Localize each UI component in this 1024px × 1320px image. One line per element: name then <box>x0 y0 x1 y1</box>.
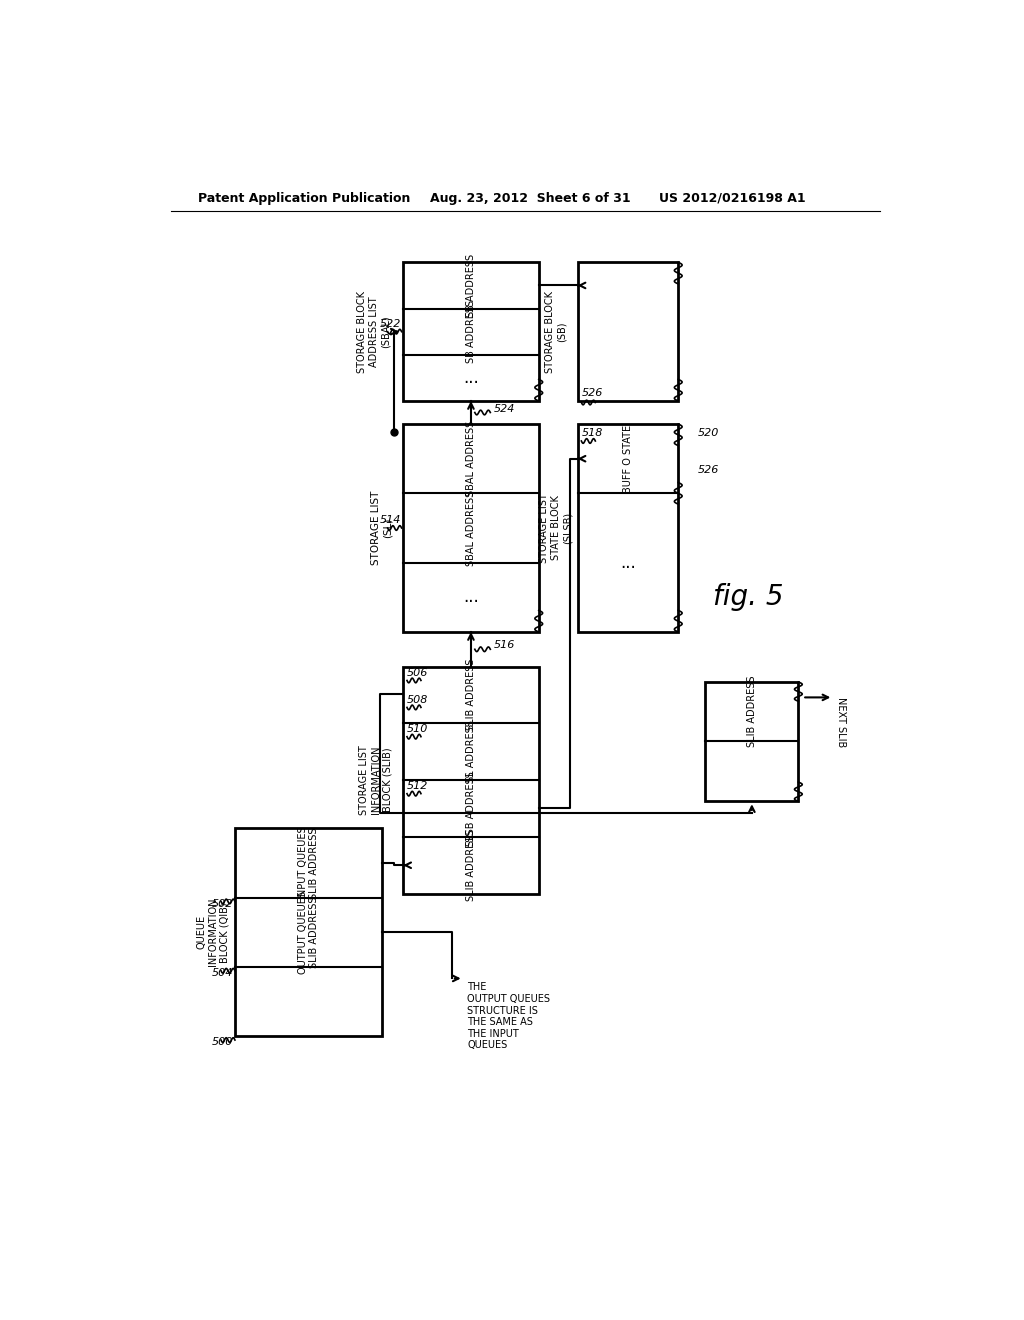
Text: QUEUE
INFORMATION
BLOCK (QIB): QUEUE INFORMATION BLOCK (QIB) <box>197 898 229 966</box>
Text: 520: 520 <box>697 428 719 438</box>
Text: 526: 526 <box>697 465 719 475</box>
Text: ...: ... <box>620 553 636 572</box>
Text: 522: 522 <box>380 319 401 329</box>
Text: 526: 526 <box>582 388 603 399</box>
Text: 518: 518 <box>582 428 603 438</box>
Text: SB ADDRESS: SB ADDRESS <box>466 300 476 363</box>
Text: 502: 502 <box>212 899 233 908</box>
Text: 514: 514 <box>380 515 401 525</box>
Text: SLIB ADDRESS: SLIB ADDRESS <box>746 676 757 747</box>
Text: STORAGE BLOCK
(SB): STORAGE BLOCK (SB) <box>545 290 566 372</box>
Text: STORAGE LIST
STATE BLOCK
(SLSB): STORAGE LIST STATE BLOCK (SLSB) <box>540 494 572 562</box>
Text: 510: 510 <box>407 723 428 734</box>
Text: STORAGE LIST
INFORMATION
BLOCK (SLIB): STORAGE LIST INFORMATION BLOCK (SLIB) <box>359 746 392 814</box>
Bar <box>403 424 539 632</box>
Text: 500: 500 <box>212 1038 233 1047</box>
Text: THE
OUTPUT QUEUES
STRUCTURE IS
THE SAME AS
THE INPUT
QUEUES: THE OUTPUT QUEUES STRUCTURE IS THE SAME … <box>467 982 551 1051</box>
Text: 506: 506 <box>407 668 428 677</box>
Bar <box>578 263 678 401</box>
Text: SB ADDRESS: SB ADDRESS <box>466 253 476 317</box>
Text: ...: ... <box>463 589 479 606</box>
Text: STORAGE LIST
(SL): STORAGE LIST (SL) <box>371 491 392 565</box>
Text: NEXT SLIB: NEXT SLIB <box>836 697 846 747</box>
Text: SLIB ADDRESS: SLIB ADDRESS <box>466 659 476 730</box>
Bar <box>403 667 539 894</box>
Text: 524: 524 <box>495 404 515 413</box>
Text: 504: 504 <box>212 968 233 978</box>
Text: Aug. 23, 2012  Sheet 6 of 31: Aug. 23, 2012 Sheet 6 of 31 <box>430 191 631 205</box>
Text: INPUT QUEUES
SLIB ADDRESS: INPUT QUEUES SLIB ADDRESS <box>298 826 319 899</box>
Text: STORAGE BLOCK
ADDRESS LIST
(SBAL): STORAGE BLOCK ADDRESS LIST (SBAL) <box>357 290 390 372</box>
Text: SLSB ADDRESS: SLSB ADDRESS <box>466 771 476 846</box>
Text: BUFF O STATE: BUFF O STATE <box>623 425 633 492</box>
Text: SLIB ADDRESS: SLIB ADDRESS <box>466 829 476 902</box>
Text: SL ADDRESS: SL ADDRESS <box>466 721 476 783</box>
Text: US 2012/0216198 A1: US 2012/0216198 A1 <box>658 191 806 205</box>
Text: ...: ... <box>463 368 479 387</box>
Text: Patent Application Publication: Patent Application Publication <box>198 191 411 205</box>
Text: SBAL ADDRESS: SBAL ADDRESS <box>466 421 476 496</box>
Bar <box>578 424 678 632</box>
Text: OUTPUT QUEUES
SLIB ADDRESS: OUTPUT QUEUES SLIB ADDRESS <box>298 891 319 974</box>
Text: fig. 5: fig. 5 <box>713 583 783 611</box>
Text: 512: 512 <box>407 781 428 791</box>
Bar <box>403 263 539 401</box>
Bar <box>234 829 382 1036</box>
Bar <box>706 682 799 801</box>
Text: 516: 516 <box>495 640 515 651</box>
Text: 508: 508 <box>407 694 428 705</box>
Text: SBAL ADDRESS: SBAL ADDRESS <box>466 490 476 566</box>
